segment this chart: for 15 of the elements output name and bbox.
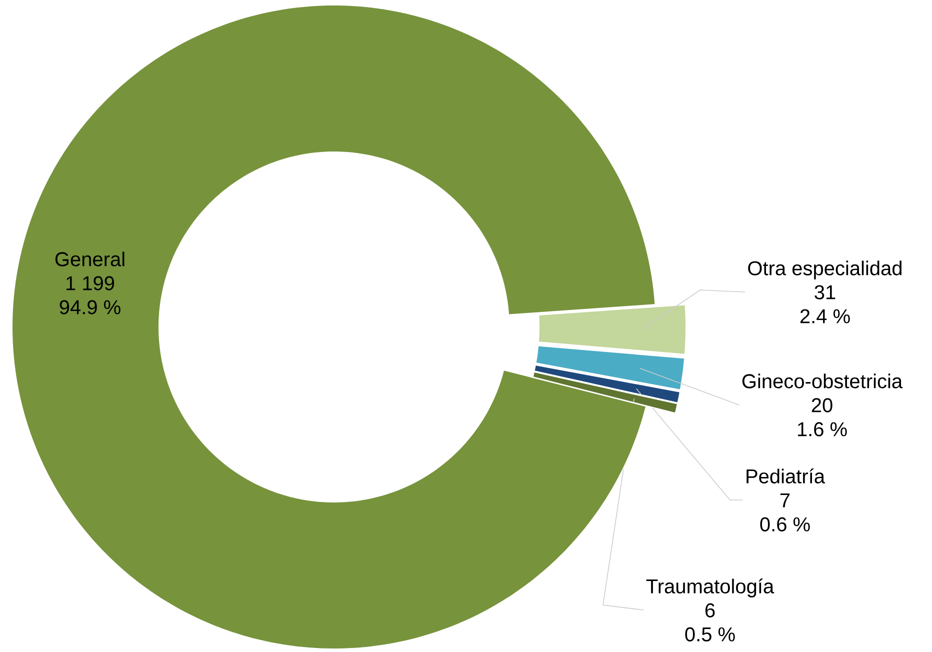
data-label: 1 199 <box>66 276 114 290</box>
text: 0.5 % <box>685 627 735 642</box>
data-label: 7 <box>780 493 790 508</box>
slice-label: Gineco-obstetricia <box>742 374 903 388</box>
data-label: 6 <box>705 603 715 618</box>
slice-label: Traumatología <box>646 578 774 598</box>
slice-label: General <box>55 252 124 266</box>
text: 1.6 % <box>798 422 847 436</box>
text: 0.6 % <box>760 517 810 532</box>
text: 2.4 % <box>800 309 850 324</box>
data-label: 20 <box>812 398 832 412</box>
slice-label: Otra especialidad <box>748 260 902 280</box>
slice-label: Pediatría <box>746 468 826 484</box>
text: 94.9 % <box>60 300 120 314</box>
data-label: 31 <box>814 285 836 300</box>
